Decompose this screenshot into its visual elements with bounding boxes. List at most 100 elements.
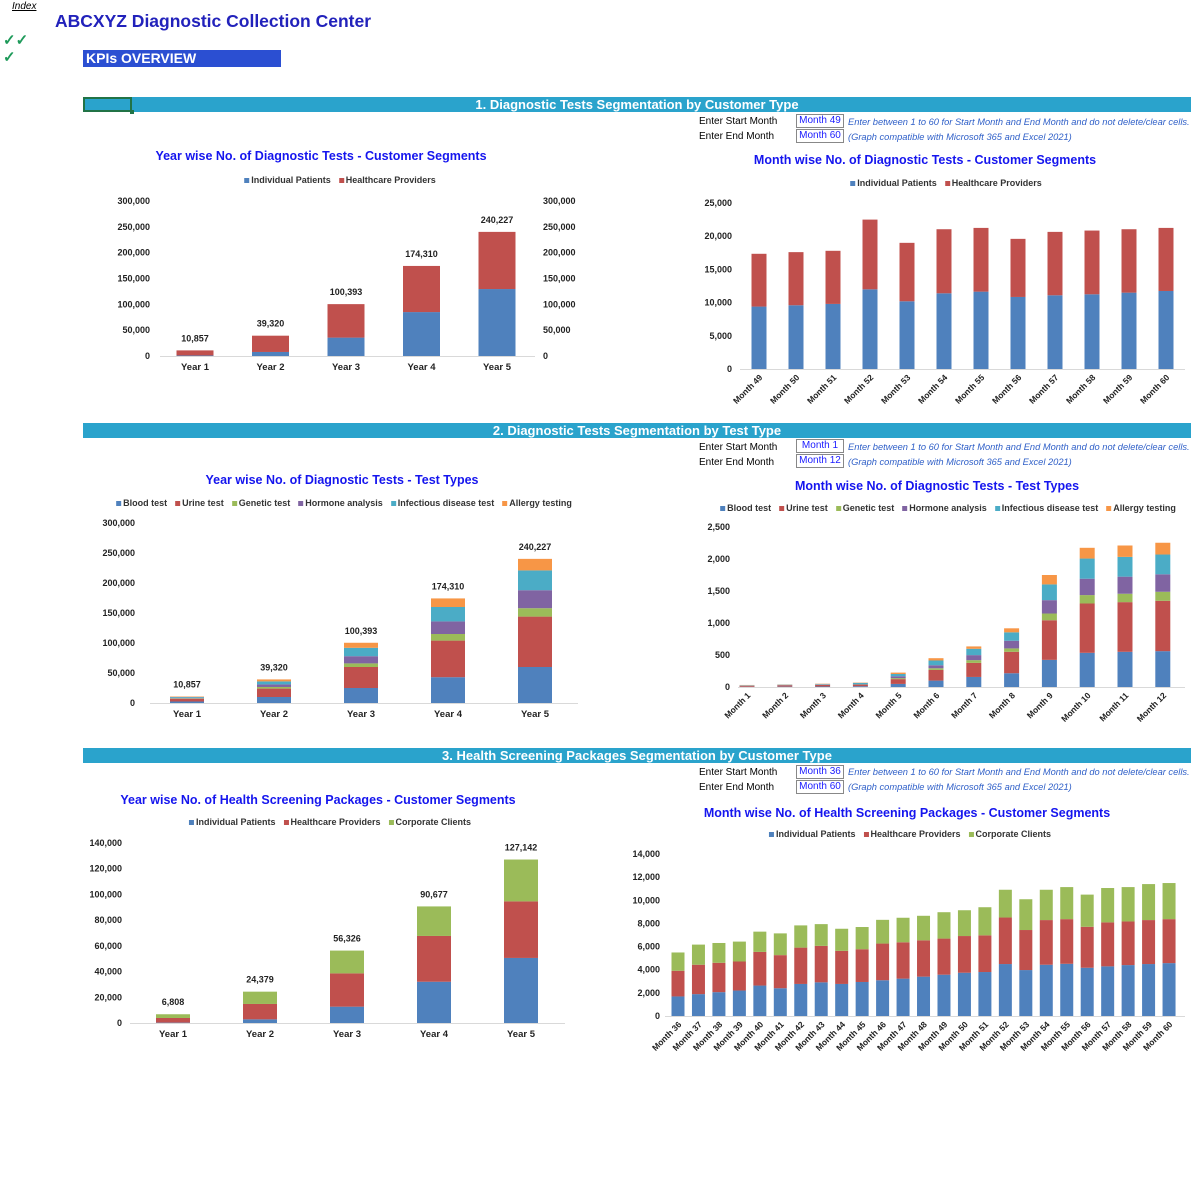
y-tick-label: 150,000: [102, 608, 135, 618]
legend-label: Corporate Clients: [395, 817, 472, 827]
bar-segment: [852, 683, 868, 685]
bar-segment: [330, 950, 364, 974]
x-tick-label: Month 5: [874, 690, 904, 720]
compatibility-note: (Graph compatible with Microsoft 365 and…: [848, 457, 1072, 467]
end-month-input[interactable]: Month 60: [796, 129, 844, 143]
start-month-input[interactable]: Month 36: [796, 765, 844, 779]
chart-legend: Individual Patients Healthcare Providers: [244, 175, 436, 185]
bar-segment: [814, 982, 828, 1016]
selected-cell[interactable]: [83, 97, 132, 112]
bar-segment: [973, 291, 989, 369]
bar-segment: [1158, 290, 1174, 369]
bar-segment: [257, 697, 291, 703]
bar-segment: [937, 938, 951, 975]
bar-segment: [978, 972, 992, 1016]
start-month-input[interactable]: Month 1: [796, 439, 844, 453]
total-data-label: 100,393: [345, 626, 378, 636]
y2-tick-label: 50,000: [543, 325, 571, 335]
y-tick-label: 6,000: [637, 942, 660, 952]
bar-segment: [252, 335, 289, 352]
x-tick-label: Month 8: [987, 690, 1017, 720]
bar-segment: [243, 1019, 277, 1023]
legend-item: Allergy testing: [502, 498, 572, 508]
legend-item: Hormone analysis: [902, 503, 987, 513]
bar-segment: [478, 289, 516, 356]
bar-segment: [773, 988, 787, 1016]
bar-segment: [978, 907, 992, 936]
end-month-label: Enter End Month: [699, 131, 775, 142]
y-tick-label: 2,500: [707, 522, 730, 532]
bar-segment: [1079, 603, 1095, 653]
bar-segment: [431, 598, 465, 607]
bar-segment: [852, 686, 868, 687]
bar-segment: [252, 351, 289, 356]
bar-segment: [1041, 613, 1057, 621]
y-tick-label: 100,000: [117, 299, 150, 309]
bar-segment: [876, 980, 890, 1016]
app-title: ABCXYZ Diagnostic Collection Center: [55, 11, 372, 31]
bar-segment: [327, 337, 365, 356]
index-link[interactable]: Index: [12, 1, 37, 12]
bar-segment: [504, 957, 538, 1023]
bar-segment: [1155, 600, 1171, 652]
bar-segment: [788, 305, 804, 369]
total-data-label: 127,142: [505, 843, 538, 853]
start-month-input[interactable]: Month 49: [796, 114, 844, 128]
legend-label: Individual Patients: [775, 829, 856, 839]
bar-segment: [966, 655, 982, 661]
y-tick-label: 1,500: [707, 586, 730, 596]
total-data-label: 39,320: [260, 662, 288, 672]
chart-title: Month wise No. of Diagnostic Tests - Cus…: [753, 153, 1097, 167]
bar-segment: [671, 970, 685, 997]
y-tick-label: 25,000: [704, 198, 732, 208]
bar-segment: [243, 1003, 277, 1020]
bar-segment: [890, 676, 906, 679]
end-month-input[interactable]: Month 12: [796, 454, 844, 468]
legend-item: Infectious disease test: [390, 498, 495, 508]
y-tick-label: 14,000: [632, 849, 660, 859]
legend-label: Urine test: [182, 498, 224, 508]
fill-handle[interactable]: [130, 110, 134, 114]
total-data-label: 39,320: [257, 319, 285, 329]
y-tick-label: 0: [117, 1018, 122, 1028]
legend-label: Individual Patients: [251, 175, 331, 185]
legend-swatch: [1106, 505, 1112, 511]
legend-swatch: [390, 500, 396, 506]
legend-swatch: [175, 500, 181, 506]
x-tick-label: Month 60: [1138, 372, 1172, 406]
end-month-input[interactable]: Month 60: [796, 780, 844, 794]
legend-swatch: [244, 177, 250, 183]
x-tick-label: Month 51: [805, 372, 839, 406]
y-tick-label: 200,000: [117, 248, 150, 258]
chart-legend: Individual Patients Healthcare Providers: [850, 178, 1042, 188]
legend-label: Healthcare Providers: [951, 178, 1042, 188]
bar-segment: [896, 917, 910, 943]
bar-segment: [936, 293, 952, 369]
total-data-label: 90,677: [420, 889, 448, 899]
bar-segment: [1060, 963, 1074, 1016]
legend-label: Infectious disease test: [397, 498, 495, 508]
x-tick-label: Year 3: [333, 1029, 361, 1040]
bar-segment: [1162, 963, 1176, 1016]
bar-segment: [815, 684, 831, 687]
chart-legend: Individual Patients Healthcare Providers C…: [188, 817, 472, 827]
legend-swatch: [850, 180, 856, 186]
legend-item: Blood test: [720, 503, 771, 513]
bar-segment: [899, 242, 915, 302]
bar-segment: [671, 952, 685, 971]
bar-segment: [1142, 884, 1156, 921]
bar-segment: [998, 889, 1012, 918]
bar-segment: [917, 940, 931, 977]
bar-segment: [170, 696, 204, 698]
instruction-note: Enter between 1 to 60 for Start Month an…: [848, 117, 1190, 127]
bar-segment: [1004, 651, 1020, 674]
x-tick-label: Month 59: [1101, 372, 1135, 406]
bar-segment: [257, 684, 291, 687]
y2-tick-label: 100,000: [543, 299, 576, 309]
legend-swatch: [968, 831, 974, 837]
bar-segment: [966, 648, 982, 656]
x-tick-label: Month 54: [916, 372, 950, 406]
total-data-label: 10,857: [181, 333, 209, 343]
bar-segment: [1155, 542, 1171, 555]
y-tick-label: 300,000: [102, 518, 135, 528]
